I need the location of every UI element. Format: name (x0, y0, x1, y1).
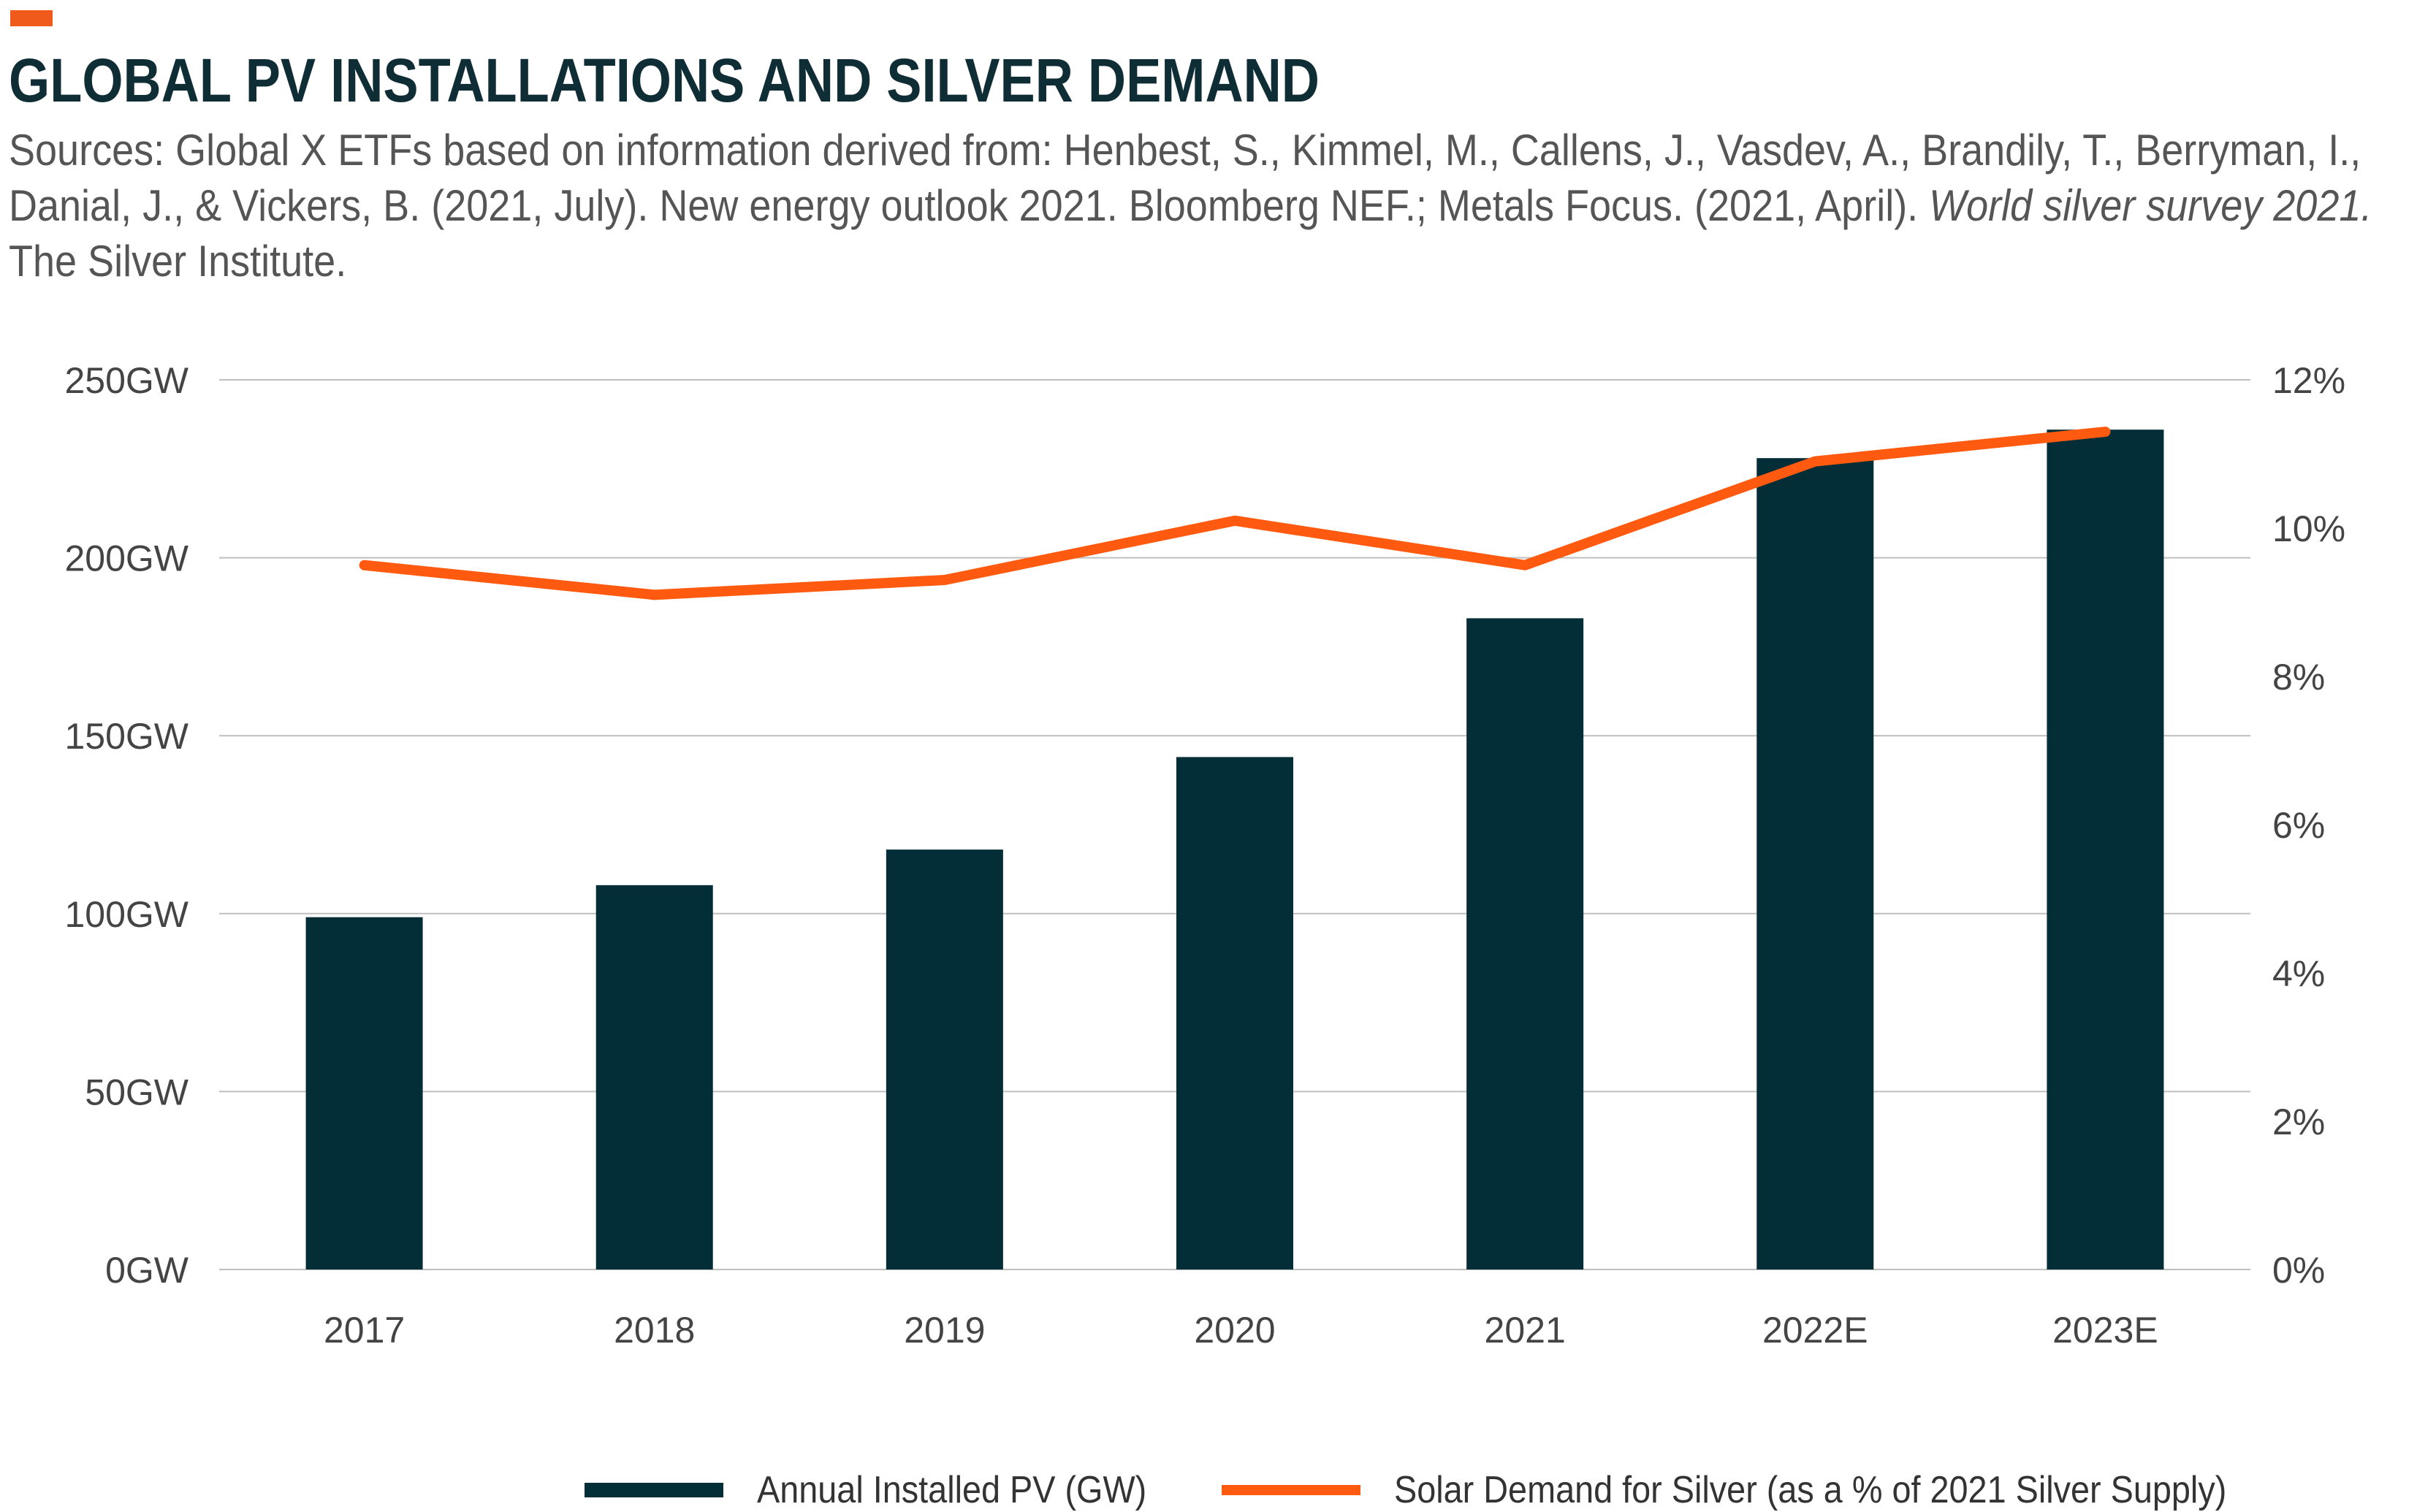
line-point-2023E (2104, 431, 2106, 433)
right-axis-tick-label: 0% (2272, 1250, 2325, 1291)
bar-2020 (1176, 757, 1293, 1269)
legend-item-bar: Annual Installed PV (GW) (585, 1468, 1190, 1512)
line-series (359, 427, 2111, 600)
left-axis-tick-label: 50GW (85, 1072, 189, 1112)
bar-2017 (305, 917, 423, 1269)
left-axis-ticks: 0GW 50GW 100GW 150GW 200GW 250GW (64, 360, 189, 1291)
legend-swatch-bar (585, 1483, 723, 1497)
x-axis-tick-label: 2022E (1762, 1310, 1868, 1351)
left-axis-tick-label: 0GW (105, 1250, 189, 1291)
sources-text-end: The Silver Institute. (9, 237, 347, 286)
bar-2021 (1466, 618, 1584, 1269)
chart-legend: Annual Installed PV (GW) Solar Demand fo… (0, 1468, 2436, 1512)
left-axis-tick-label: 150GW (64, 716, 189, 757)
right-axis-ticks: 0% 2% 4% 6% 8% 10% 12% (2272, 360, 2345, 1291)
line-point-2021 (1524, 564, 1526, 566)
right-axis-tick-label: 10% (2272, 508, 2345, 549)
chart-plot: 0GW 50GW 100GW 150GW 200GW 250GW 0% 2% 4% 6% 8% 10… (64, 360, 2345, 1351)
x-axis-tick-label: 2017 (324, 1310, 405, 1351)
x-axis-tick-label: 2020 (1194, 1310, 1275, 1351)
line-point-2018 (653, 594, 655, 596)
x-axis-tick-label: 2019 (904, 1310, 985, 1351)
bar-2023E (2047, 429, 2164, 1269)
x-axis-tick-label: 2021 (1485, 1310, 1566, 1351)
bar-2022E (1756, 458, 1874, 1269)
x-axis-tick-label: 2023E (2052, 1310, 2158, 1351)
left-axis-tick-label: 200GW (64, 538, 189, 579)
line-point-2017 (363, 564, 365, 566)
bar-series (305, 429, 2164, 1269)
left-axis-tick-label: 250GW (64, 360, 189, 401)
chart-sources: Sources: Global X ETFs based on informat… (9, 123, 2416, 289)
line-point-2019 (943, 579, 945, 581)
right-axis-tick-label: 4% (2272, 953, 2325, 994)
sources-italic-title: World silver survey 2021. (1929, 181, 2372, 230)
right-axis-tick-label: 12% (2272, 360, 2345, 401)
right-axis-tick-label: 8% (2272, 657, 2325, 698)
legend-label-bar: Annual Installed PV (GW) (757, 1469, 1147, 1511)
line-point-2022E (1814, 460, 1816, 462)
sources-text: Sources: Global X ETFs based on informat… (9, 126, 2361, 230)
x-axis-ticks: 2017 2018 2019 2020 2021 2022E 2023E (324, 1310, 2158, 1351)
line-point-2020 (1234, 519, 1236, 522)
right-axis-tick-label: 6% (2272, 805, 2325, 846)
accent-bar (10, 10, 53, 26)
x-axis-tick-label: 2018 (614, 1310, 695, 1351)
legend-item-line: Solar Demand for Silver (as a % of 2021 … (1222, 1468, 2319, 1512)
legend-swatch-line (1222, 1485, 1360, 1495)
left-axis-tick-label: 100GW (64, 894, 189, 935)
right-axis-tick-label: 2% (2272, 1101, 2325, 1142)
bar-2018 (595, 885, 713, 1269)
chart-title: GLOBAL PV INSTALLATIONS AND SILVER DEMAN… (9, 46, 1320, 115)
legend-label-line: Solar Demand for Silver (as a % of 2021 … (1394, 1469, 2227, 1511)
bar-2019 (886, 849, 1003, 1269)
